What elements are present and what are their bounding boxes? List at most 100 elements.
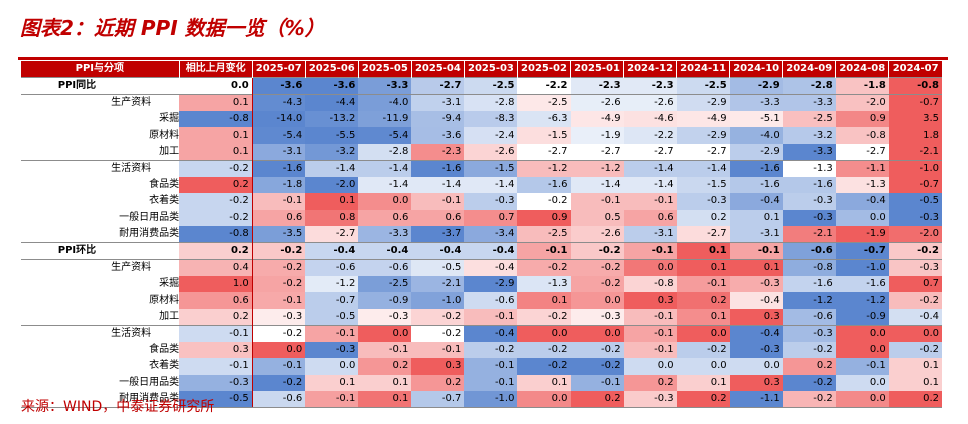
value-cell: -0.1 bbox=[464, 358, 518, 375]
value-cell: 0.1 bbox=[517, 292, 571, 309]
value-cell: 0.0 bbox=[729, 358, 783, 375]
value-cell: -0.3 bbox=[570, 308, 624, 326]
value-cell: -0.2 bbox=[252, 275, 306, 293]
value-cell: -0.2 bbox=[570, 341, 624, 359]
value-cell: 0.1 bbox=[358, 374, 412, 391]
change-cell: 0.2 bbox=[179, 308, 253, 326]
value-cell: -0.2 bbox=[517, 193, 571, 210]
value-cell: -2.5 bbox=[676, 77, 730, 95]
value-cell: -0.3 bbox=[888, 258, 942, 276]
value-cell: -0.4 bbox=[729, 324, 783, 342]
change-cell: 0.0 bbox=[179, 77, 253, 95]
value-cell: -0.1 bbox=[570, 374, 624, 391]
value-cell: -0.6 bbox=[464, 292, 518, 309]
value-cell: -4.6 bbox=[623, 111, 677, 128]
value-cell: 0.0 bbox=[835, 390, 889, 408]
value-cell: -1.4 bbox=[305, 159, 359, 177]
value-cell: -3.1 bbox=[729, 225, 783, 243]
value-cell: -0.6 bbox=[358, 258, 412, 276]
value-cell: -6.3 bbox=[517, 111, 571, 128]
value-cell: 3.5 bbox=[888, 111, 942, 128]
value-cell: -0.1 bbox=[835, 358, 889, 375]
change-cell: 0.2 bbox=[179, 241, 253, 260]
value-cell: -0.3 bbox=[676, 193, 730, 210]
value-cell: 0.0 bbox=[835, 341, 889, 359]
value-cell: -0.5 bbox=[305, 308, 359, 326]
value-cell: 0.0 bbox=[623, 258, 677, 276]
table-row: 生活资料 -0.1 -0.2 -0.1 0.0 -0.2 -0.4 0.0 0.0 -0.1 0.0… bbox=[21, 324, 942, 342]
value-cell: -2.0 bbox=[835, 94, 889, 111]
table-row: 衣着类 -0.1 -0.1 0.0 0.2 0.3 -0.1 -0.2 -0.2 0.0 0.0 0.… bbox=[21, 358, 942, 375]
change-cell: -0.2 bbox=[179, 193, 253, 210]
value-cell: -1.4 bbox=[570, 176, 624, 194]
value-cell: 0.1 bbox=[729, 258, 783, 276]
value-cell: 0.0 bbox=[676, 358, 730, 375]
row-label: 生产资料 bbox=[21, 258, 180, 276]
value-cell: 0.2 bbox=[782, 358, 836, 375]
value-cell: -3.6 bbox=[252, 77, 306, 95]
value-cell: -1.2 bbox=[570, 159, 624, 177]
value-cell: 0.0 bbox=[517, 390, 571, 408]
value-cell: -3.1 bbox=[252, 143, 306, 161]
value-cell: -3.3 bbox=[729, 94, 783, 111]
value-cell: -0.4 bbox=[464, 258, 518, 276]
value-cell: 0.0 bbox=[517, 324, 571, 342]
value-cell: 0.2 bbox=[676, 292, 730, 309]
value-cell: 0.0 bbox=[888, 324, 942, 342]
change-cell: -0.8 bbox=[179, 225, 253, 243]
value-cell: -4.9 bbox=[676, 111, 730, 128]
value-cell: -2.7 bbox=[676, 225, 730, 243]
value-cell: -0.3 bbox=[729, 275, 783, 293]
value-cell: -0.2 bbox=[888, 241, 942, 260]
value-cell: -1.6 bbox=[729, 159, 783, 177]
value-cell: -2.7 bbox=[570, 143, 624, 161]
value-cell: -0.2 bbox=[570, 241, 624, 260]
value-cell: -2.2 bbox=[517, 77, 571, 95]
row-label: 耐用消费品类 bbox=[21, 390, 180, 408]
header-change: 相比上月变化 bbox=[178, 61, 253, 78]
value-cell: 0.7 bbox=[888, 275, 942, 293]
header-month: 2025-01 bbox=[570, 61, 624, 78]
row-label: 加工 bbox=[159, 310, 180, 322]
value-cell: -3.3 bbox=[358, 77, 412, 95]
value-cell: 0.0 bbox=[570, 292, 624, 309]
value-cell: -0.1 bbox=[411, 193, 465, 210]
value-cell: -4.3 bbox=[252, 94, 306, 111]
value-cell: -0.1 bbox=[729, 241, 783, 260]
value-cell: -0.6 bbox=[252, 390, 306, 408]
value-cell: -0.8 bbox=[782, 258, 836, 276]
value-cell: -0.1 bbox=[464, 308, 518, 326]
value-cell: -0.2 bbox=[411, 308, 465, 326]
value-cell: -3.3 bbox=[782, 94, 836, 111]
value-cell: -2.3 bbox=[623, 77, 677, 95]
page-title: 图表2：近期 PPI 数据一览（%） bbox=[20, 16, 325, 40]
value-cell: 1.8 bbox=[888, 127, 942, 144]
value-cell: -2.3 bbox=[411, 143, 465, 161]
value-cell: -2.1 bbox=[411, 275, 465, 293]
row-label: 一般日用品类 bbox=[119, 211, 180, 223]
value-cell: -3.4 bbox=[464, 225, 518, 243]
value-cell: -3.3 bbox=[358, 225, 412, 243]
value-cell: 0.9 bbox=[835, 111, 889, 128]
value-cell: -11.9 bbox=[358, 111, 412, 128]
value-cell: -0.5 bbox=[411, 258, 465, 276]
value-cell: 0.2 bbox=[888, 390, 942, 408]
value-cell: -2.6 bbox=[570, 225, 624, 243]
value-cell: 0.2 bbox=[623, 374, 677, 391]
value-cell: -0.8 bbox=[623, 275, 677, 293]
value-cell: -0.2 bbox=[411, 324, 465, 342]
value-cell: -0.7 bbox=[888, 176, 942, 194]
value-cell: 0.1 bbox=[305, 374, 359, 391]
table-row: 原材料 0.6 -0.1 -0.7 -0.9 -1.0 -0.6 0.1 0.0 0.3 0.2 -0… bbox=[21, 292, 942, 309]
change-cell: 0.1 bbox=[179, 143, 253, 161]
value-cell: -1.1 bbox=[835, 159, 889, 177]
value-cell: -0.2 bbox=[517, 341, 571, 359]
table-row: PPI环比 0.2 -0.2 -0.4 -0.4 -0.4 -0.4 -0.1 -0.2 -0.1… bbox=[21, 241, 942, 260]
value-cell: -0.3 bbox=[305, 341, 359, 359]
row-label: PPI同比 bbox=[21, 77, 180, 95]
value-cell: -2.5 bbox=[358, 275, 412, 293]
value-cell: -0.3 bbox=[782, 324, 836, 342]
value-cell: -2.6 bbox=[623, 94, 677, 111]
header-month: 2024-12 bbox=[623, 61, 677, 78]
header-month: 2025-05 bbox=[357, 61, 412, 78]
